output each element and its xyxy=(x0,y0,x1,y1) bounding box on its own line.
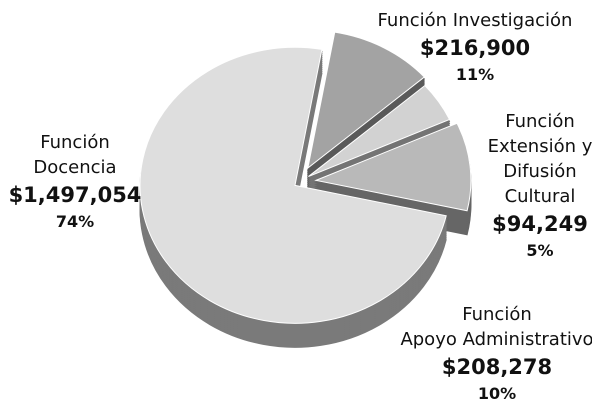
value-label: $216,900 xyxy=(419,36,531,60)
pie-slice xyxy=(139,46,447,324)
percentage-label: 11% xyxy=(455,65,495,84)
category-label: Función Apoyo Administrativo xyxy=(400,304,592,350)
percentage-label: 74% xyxy=(55,212,95,231)
category-label: Función Docencia xyxy=(33,132,117,178)
slice-label: Función Docencia $1,497,054 74% xyxy=(9,130,142,234)
pie-slice xyxy=(307,31,426,170)
value-label: $208,278 xyxy=(441,355,553,379)
value-label: $94,249 xyxy=(492,212,588,236)
pie-slice xyxy=(308,84,451,178)
slice-label: Función Apoyo Administrativo $208,278 10% xyxy=(400,302,592,406)
percentage-label: 10% xyxy=(477,384,517,403)
category-label: Función Investigación xyxy=(377,10,573,31)
value-label: $1,497,054 xyxy=(8,183,142,207)
percentage-label: 5% xyxy=(526,241,554,260)
pie-slice xyxy=(314,122,472,212)
slice-label: Función Extensión y Difusión Cultural $94… xyxy=(488,109,592,263)
category-label: Función Extensión y Difusión Cultural xyxy=(487,111,592,207)
slice-label: Función Investigación $216,900 11% xyxy=(378,8,573,87)
